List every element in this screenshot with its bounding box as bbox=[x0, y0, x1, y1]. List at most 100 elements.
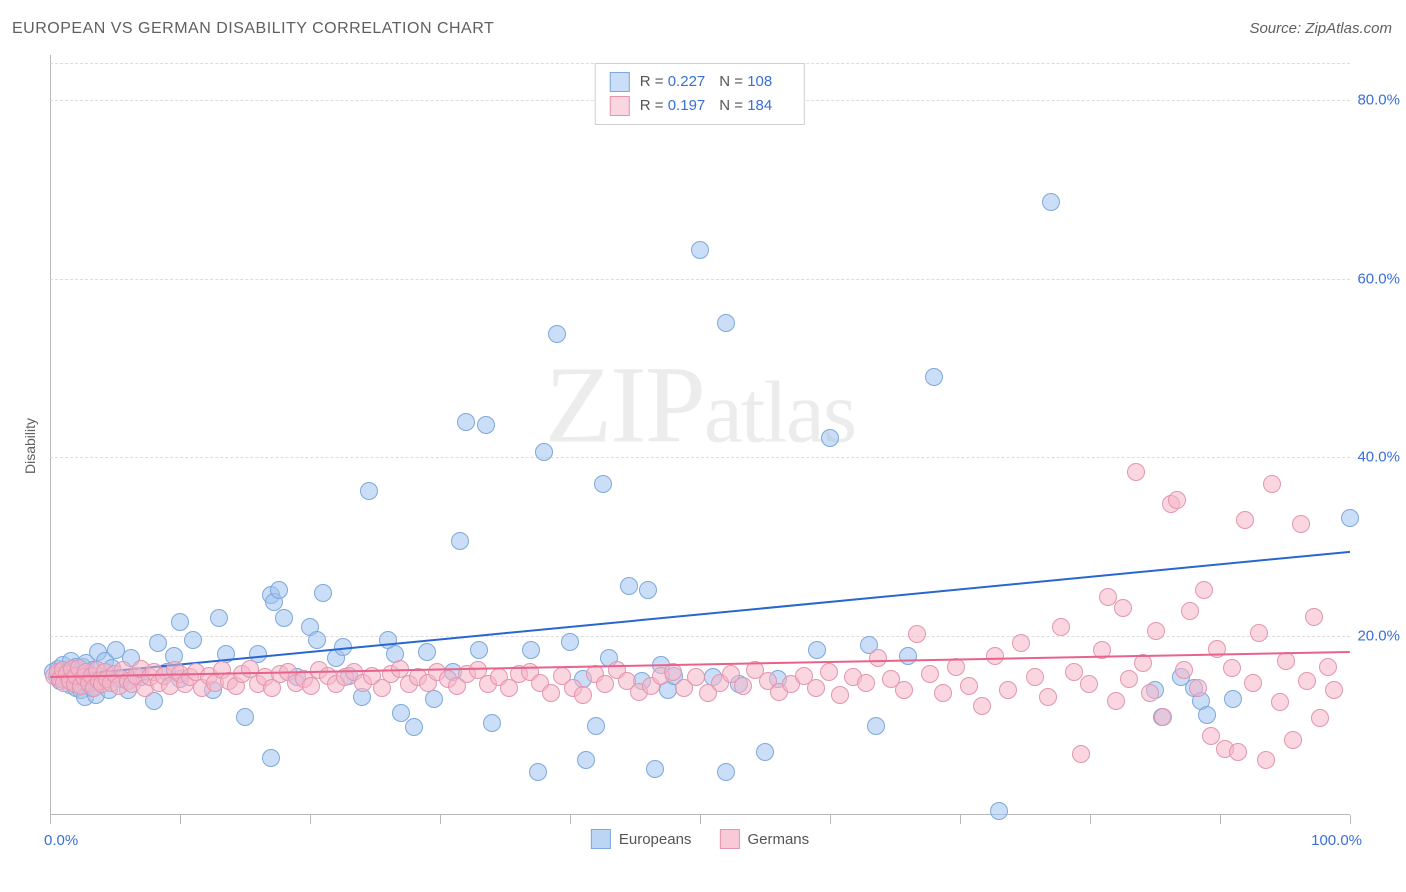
legend-item-europeans: Europeans bbox=[591, 829, 692, 849]
data-point bbox=[262, 749, 280, 767]
legend-row-germans: R = 0.197N = 184 bbox=[610, 94, 786, 118]
swatch-europeans bbox=[610, 72, 630, 92]
data-point bbox=[1042, 193, 1060, 211]
data-point bbox=[1257, 751, 1275, 769]
data-point bbox=[1223, 659, 1241, 677]
x-tick bbox=[960, 815, 961, 824]
legend-item-germans: Germans bbox=[719, 829, 809, 849]
data-point bbox=[687, 668, 705, 686]
data-point bbox=[1319, 658, 1337, 676]
data-point bbox=[999, 681, 1017, 699]
data-point bbox=[960, 677, 978, 695]
data-point bbox=[857, 674, 875, 692]
grid-line bbox=[50, 457, 1350, 458]
data-point bbox=[594, 475, 612, 493]
data-point bbox=[1072, 745, 1090, 763]
data-point bbox=[821, 429, 839, 447]
data-point bbox=[1244, 674, 1262, 692]
data-point bbox=[646, 760, 664, 778]
data-point bbox=[1198, 706, 1216, 724]
data-point bbox=[1284, 731, 1302, 749]
data-point bbox=[1120, 670, 1138, 688]
data-point bbox=[908, 625, 926, 643]
data-point bbox=[934, 684, 952, 702]
data-point bbox=[1168, 491, 1186, 509]
x-tick bbox=[180, 815, 181, 824]
data-point bbox=[895, 681, 913, 699]
data-point bbox=[1175, 661, 1193, 679]
y-axis bbox=[50, 55, 51, 815]
x-min-label: 0.0% bbox=[44, 832, 78, 849]
plot-region: 20.0%40.0%60.0%80.0% bbox=[50, 55, 1350, 815]
data-point bbox=[1012, 634, 1030, 652]
data-point bbox=[1026, 668, 1044, 686]
y-axis-label: Disability bbox=[22, 418, 38, 474]
correlation-legend: R = 0.227N = 108 R = 0.197N = 184 bbox=[595, 63, 805, 125]
x-tick bbox=[700, 815, 701, 824]
data-point bbox=[1325, 681, 1343, 699]
data-point bbox=[990, 802, 1008, 820]
data-point bbox=[639, 581, 657, 599]
grid-line bbox=[50, 279, 1350, 280]
data-point bbox=[1229, 743, 1247, 761]
data-point bbox=[360, 482, 378, 500]
chart-title: EUROPEAN VS GERMAN DISABILITY CORRELATIO… bbox=[12, 20, 494, 38]
data-point bbox=[1080, 675, 1098, 693]
legend-label-europeans: Europeans bbox=[619, 831, 692, 848]
data-point bbox=[1298, 672, 1316, 690]
data-point bbox=[1195, 581, 1213, 599]
data-point bbox=[986, 647, 1004, 665]
data-point bbox=[577, 751, 595, 769]
data-point bbox=[820, 663, 838, 681]
y-tick-label: 60.0% bbox=[1357, 270, 1400, 287]
data-point bbox=[561, 633, 579, 651]
data-point bbox=[1236, 511, 1254, 529]
x-max-label: 100.0% bbox=[1311, 832, 1362, 849]
chart-area: ZIPatlas 20.0%40.0%60.0%80.0% R = 0.227N… bbox=[50, 55, 1350, 815]
data-point bbox=[1052, 618, 1070, 636]
data-point bbox=[1189, 679, 1207, 697]
data-point bbox=[867, 717, 885, 735]
data-point bbox=[1292, 515, 1310, 533]
data-point bbox=[1250, 624, 1268, 642]
x-tick bbox=[50, 815, 51, 824]
legend-label-germans: Germans bbox=[747, 831, 809, 848]
data-point bbox=[1311, 709, 1329, 727]
data-point bbox=[717, 314, 735, 332]
y-tick-label: 80.0% bbox=[1357, 91, 1400, 108]
data-point bbox=[808, 641, 826, 659]
data-point bbox=[807, 679, 825, 697]
data-point bbox=[477, 416, 495, 434]
y-tick-label: 40.0% bbox=[1357, 449, 1400, 466]
data-point bbox=[529, 763, 547, 781]
data-point bbox=[596, 675, 614, 693]
data-point bbox=[1181, 602, 1199, 620]
x-tick bbox=[440, 815, 441, 824]
swatch-germans bbox=[610, 96, 630, 116]
data-point bbox=[869, 649, 887, 667]
data-point bbox=[470, 641, 488, 659]
data-point bbox=[542, 684, 560, 702]
legend-row-europeans: R = 0.227N = 108 bbox=[610, 70, 786, 94]
data-point bbox=[831, 686, 849, 704]
data-point bbox=[405, 718, 423, 736]
data-point bbox=[574, 686, 592, 704]
data-point bbox=[1271, 693, 1289, 711]
data-point bbox=[1147, 622, 1165, 640]
data-point bbox=[1341, 509, 1359, 527]
data-point bbox=[535, 443, 553, 461]
data-point bbox=[1305, 608, 1323, 626]
source-label: Source: ZipAtlas.com bbox=[1249, 20, 1392, 37]
x-tick bbox=[1220, 815, 1221, 824]
data-point bbox=[899, 647, 917, 665]
swatch-europeans-icon bbox=[591, 829, 611, 849]
x-tick bbox=[1350, 815, 1351, 824]
data-point bbox=[308, 631, 326, 649]
data-point bbox=[548, 325, 566, 343]
data-point bbox=[756, 743, 774, 761]
data-point bbox=[1277, 652, 1295, 670]
data-point bbox=[1154, 708, 1172, 726]
data-point bbox=[1141, 684, 1159, 702]
data-point bbox=[734, 677, 752, 695]
data-point bbox=[1127, 463, 1145, 481]
